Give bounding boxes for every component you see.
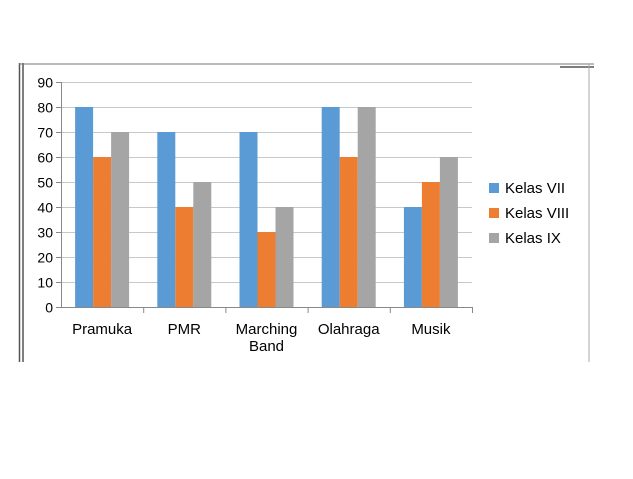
bar-kelas-viii-1 bbox=[175, 207, 194, 307]
bar-kelas-ix-4 bbox=[439, 157, 458, 307]
y-tick-label: 20 bbox=[37, 250, 53, 266]
legend-label: Kelas VII bbox=[505, 180, 565, 197]
legend: Kelas VII Kelas VIII Kelas IX bbox=[489, 180, 569, 247]
category-label: PMR bbox=[168, 321, 202, 338]
bars bbox=[75, 107, 458, 307]
bar-kelas-viii-2 bbox=[257, 232, 276, 307]
y-tick-label: 0 bbox=[45, 300, 53, 316]
bar-kelas-vii-2 bbox=[239, 132, 258, 307]
y-tick-label: 50 bbox=[37, 175, 53, 191]
category-label: Musik bbox=[411, 321, 451, 338]
bar-kelas-vii-3 bbox=[321, 107, 340, 307]
y-tick-label: 80 bbox=[37, 100, 53, 116]
y-tick-label: 60 bbox=[37, 150, 53, 166]
bar-kelas-viii-3 bbox=[339, 157, 358, 307]
bar-kelas-vii-0 bbox=[75, 107, 94, 307]
y-tick-label: 10 bbox=[37, 275, 53, 291]
category-label: Olahraga bbox=[318, 321, 380, 338]
y-tick-label: 70 bbox=[37, 125, 53, 141]
bar-kelas-viii-0 bbox=[93, 157, 112, 307]
bar-kelas-ix-0 bbox=[111, 132, 130, 307]
legend-swatch bbox=[489, 183, 499, 193]
legend-label: Kelas IX bbox=[505, 230, 561, 247]
legend-swatch bbox=[489, 233, 499, 243]
bar-kelas-ix-2 bbox=[275, 207, 294, 307]
legend-swatch bbox=[489, 208, 499, 218]
legend-label: Kelas VIII bbox=[505, 205, 569, 222]
bar-kelas-vii-4 bbox=[403, 207, 422, 307]
bar-kelas-ix-3 bbox=[357, 107, 376, 307]
y-tick-label: 30 bbox=[37, 225, 53, 241]
y-axis-ticks: 0 10 20 30 40 50 60 70 80 90 bbox=[37, 75, 61, 316]
bar-kelas-ix-1 bbox=[193, 182, 212, 307]
category-label: Pramuka bbox=[72, 321, 133, 338]
y-tick-label: 40 bbox=[37, 200, 53, 216]
y-tick-label: 90 bbox=[37, 75, 53, 91]
axes bbox=[61, 82, 473, 313]
category-label: Band bbox=[249, 338, 284, 355]
category-label: Marching bbox=[236, 321, 298, 338]
bar-kelas-vii-1 bbox=[157, 132, 176, 307]
bar-kelas-viii-4 bbox=[421, 182, 440, 307]
